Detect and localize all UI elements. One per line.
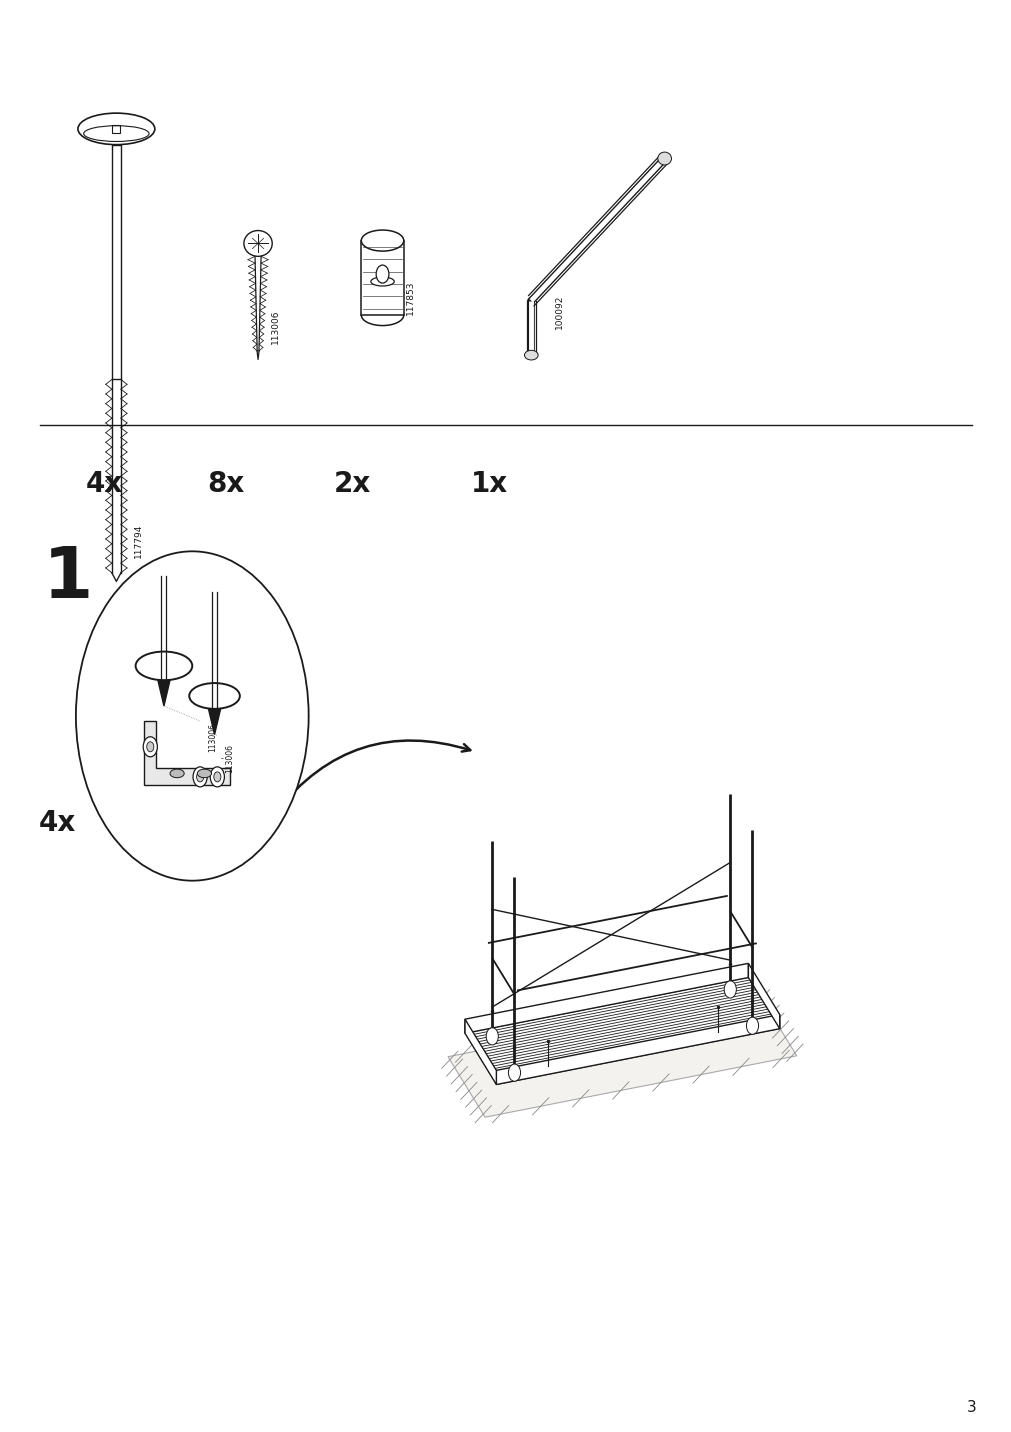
Polygon shape (467, 972, 750, 1038)
Polygon shape (487, 1005, 770, 1070)
Ellipse shape (170, 769, 184, 778)
Circle shape (376, 265, 388, 284)
Polygon shape (466, 971, 749, 1035)
Text: 2x: 2x (334, 470, 371, 498)
Text: 117794: 117794 (133, 524, 143, 558)
Circle shape (746, 1017, 758, 1034)
Polygon shape (469, 975, 752, 1041)
Bar (111, 145, 120, 379)
Ellipse shape (208, 713, 226, 729)
Polygon shape (748, 964, 778, 1028)
Text: 1: 1 (42, 544, 93, 613)
Polygon shape (472, 981, 755, 1045)
Polygon shape (484, 1000, 767, 1065)
Polygon shape (470, 978, 753, 1042)
Polygon shape (493, 1014, 776, 1080)
Polygon shape (491, 1012, 774, 1077)
Polygon shape (479, 992, 762, 1058)
Polygon shape (448, 995, 796, 1117)
Polygon shape (482, 997, 765, 1063)
Polygon shape (494, 1017, 777, 1083)
Text: 100092: 100092 (554, 295, 563, 329)
Polygon shape (465, 964, 748, 1034)
Text: 8x: 8x (207, 470, 245, 498)
Ellipse shape (361, 231, 403, 251)
Text: 4x: 4x (38, 809, 76, 838)
Circle shape (193, 768, 207, 788)
Circle shape (210, 768, 224, 788)
Polygon shape (158, 680, 170, 706)
Text: -: - (220, 755, 222, 763)
Circle shape (508, 1064, 520, 1081)
Ellipse shape (370, 276, 394, 286)
Text: 113006: 113006 (271, 309, 280, 344)
Polygon shape (488, 1007, 771, 1073)
Polygon shape (481, 995, 764, 1060)
Text: 3: 3 (966, 1400, 976, 1415)
Polygon shape (495, 1014, 778, 1084)
Polygon shape (208, 709, 220, 735)
Ellipse shape (361, 305, 403, 325)
Polygon shape (485, 1002, 768, 1067)
Polygon shape (465, 968, 748, 1034)
Ellipse shape (78, 113, 155, 145)
Circle shape (213, 772, 220, 782)
Ellipse shape (524, 351, 538, 359)
Text: 113006: 113006 (225, 745, 235, 773)
Polygon shape (476, 988, 759, 1053)
Polygon shape (475, 985, 758, 1051)
Ellipse shape (191, 699, 209, 715)
Polygon shape (478, 990, 761, 1055)
Polygon shape (473, 982, 756, 1048)
Circle shape (143, 737, 157, 758)
Bar (112, 125, 120, 133)
Polygon shape (465, 1020, 495, 1084)
Text: 117853: 117853 (405, 281, 415, 315)
Ellipse shape (657, 152, 671, 165)
Text: 4x: 4x (86, 470, 123, 498)
Polygon shape (495, 1020, 778, 1084)
Circle shape (724, 981, 736, 998)
Circle shape (485, 1028, 497, 1045)
Text: 113006: 113006 (208, 723, 217, 752)
Circle shape (196, 772, 203, 782)
Text: 1x: 1x (470, 470, 508, 498)
Polygon shape (490, 1010, 773, 1075)
Ellipse shape (197, 769, 211, 778)
Bar (361, 241, 403, 315)
Ellipse shape (244, 231, 272, 256)
Polygon shape (144, 722, 231, 785)
Circle shape (147, 742, 154, 752)
Circle shape (76, 551, 308, 881)
